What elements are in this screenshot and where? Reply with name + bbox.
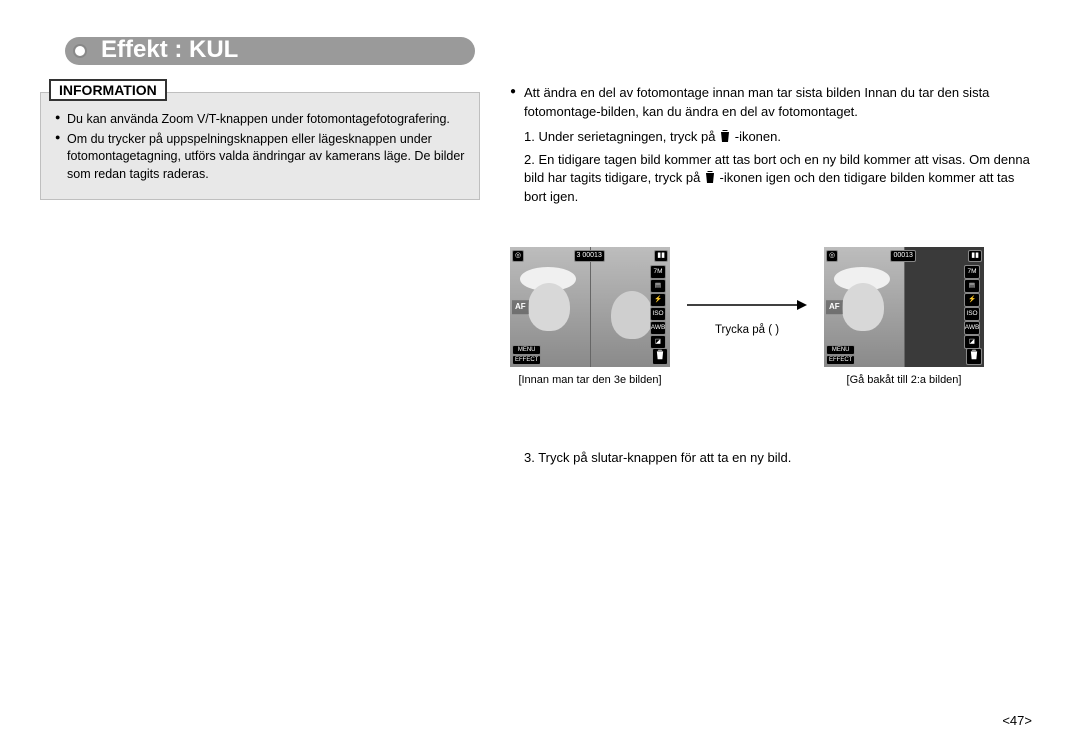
info-item: Du kan använda Zoom V/T-knappen under fo…	[55, 111, 467, 129]
trash-icon	[704, 170, 716, 183]
arrow-right-icon	[682, 298, 812, 312]
menu-chip: MENU	[512, 345, 541, 355]
step1-text-a: 1. Under serietagningen, tryck på	[524, 129, 719, 144]
trash-icon	[719, 129, 731, 142]
effect-chip: EFFECT	[512, 355, 541, 365]
screenshots-row: ◎ 3 00013 ▮▮ AF 7M ▤ ⚡ ISO AWB ◪	[510, 247, 1040, 389]
megapixel-chip: 7M	[650, 265, 666, 279]
caption-before: [Innan man tar den 3e bilden]	[510, 373, 670, 389]
trash-icon	[652, 348, 668, 365]
iso-chip: ISO	[650, 307, 666, 321]
title-dot-icon	[73, 44, 87, 58]
page-number: <47>	[1002, 713, 1032, 728]
af-label: AF	[826, 300, 843, 314]
page-title: Effekt : KUL	[101, 36, 238, 64]
quality-icon: ▤	[650, 279, 666, 293]
information-box: INFORMATION Du kan använda Zoom V/T-knap…	[40, 92, 480, 200]
info-item: Om du trycker på uppspelningsknappen ell…	[55, 131, 467, 184]
caption-after: [Gå bakåt till 2:a bilden]	[824, 373, 984, 389]
camera-mode-icon: ◎	[512, 250, 524, 262]
flash-icon: ⚡	[964, 293, 980, 307]
battery-icon: ▮▮	[968, 250, 982, 262]
step-1: 1. Under serietagningen, tryck på -ikone…	[524, 128, 1040, 147]
awb-chip: AWB	[650, 321, 666, 335]
page-title-bar: Effekt : KUL	[65, 30, 1040, 72]
lead-paragraph: Att ändra en del av fotomontage innan ma…	[510, 84, 1040, 122]
menu-chip: MENU	[826, 345, 855, 355]
quality-icon: ▤	[964, 279, 980, 293]
frame-counter: 3 00013	[574, 250, 605, 262]
transition-action: Trycka på ( )	[682, 298, 812, 339]
step-3: 3. Tryck på slutar-knappen för att ta en…	[510, 449, 1040, 468]
megapixel-chip: 7M	[964, 265, 980, 279]
trash-icon	[966, 348, 982, 365]
camera-screen-after: ◎ 00013 ▮▮ AF 7M ▤ ⚡ ISO AWB ◪	[824, 247, 984, 367]
flash-icon: ⚡	[650, 293, 666, 307]
camera-screen-before: ◎ 3 00013 ▮▮ AF 7M ▤ ⚡ ISO AWB ◪	[510, 247, 670, 367]
information-heading: INFORMATION	[49, 79, 167, 101]
camera-mode-icon: ◎	[826, 250, 838, 262]
frame-counter: 00013	[890, 250, 915, 262]
transition-label: Trycka på ( )	[682, 322, 812, 339]
af-label: AF	[512, 300, 529, 314]
step1-text-b: -ikonen.	[735, 129, 781, 144]
battery-icon: ▮▮	[654, 250, 668, 262]
iso-chip: ISO	[964, 307, 980, 321]
step-2: 2. En tidigare tagen bild kommer att tas…	[524, 151, 1040, 208]
effect-chip: EFFECT	[826, 355, 855, 365]
awb-chip: AWB	[964, 321, 980, 335]
